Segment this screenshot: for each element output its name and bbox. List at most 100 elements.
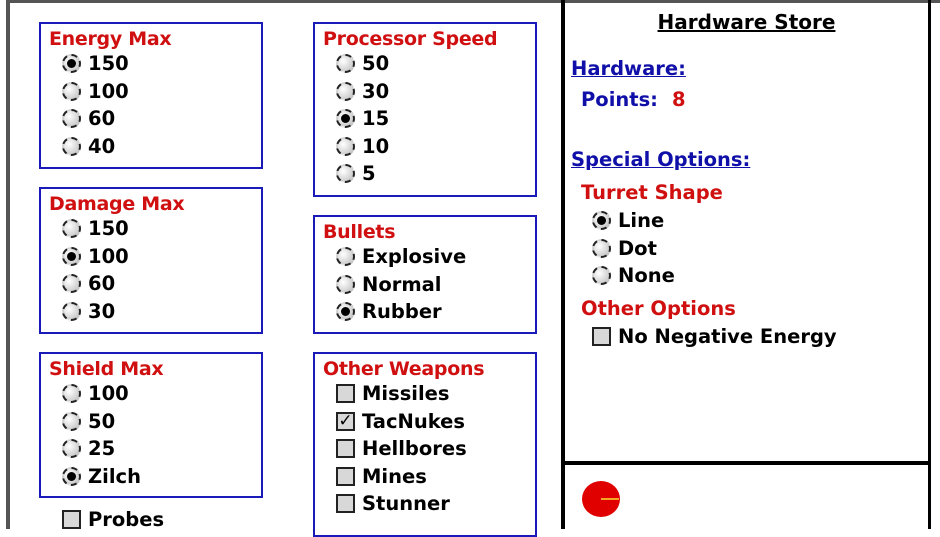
radio-icon[interactable]: [336, 247, 355, 267]
store-title: Hardware Store: [657, 10, 836, 34]
checkbox-option[interactable]: Mines: [323, 463, 535, 491]
option-label: Stunner: [362, 492, 450, 516]
special-options-heading: Special Options:: [571, 148, 751, 171]
radio-option[interactable]: Rubber: [323, 298, 535, 326]
radio-icon[interactable]: [336, 54, 355, 74]
checkbox-icon[interactable]: [336, 439, 355, 459]
option-label: 100: [88, 244, 129, 268]
checkbox-option[interactable]: No Negative Energy: [579, 323, 837, 351]
radio-option[interactable]: 150: [49, 215, 261, 243]
processor-speed-group: Processor Speed 50 30 15 10 5: [313, 22, 537, 197]
turret-shape-heading: Turret Shape: [581, 181, 723, 204]
radio-option[interactable]: 100: [49, 380, 261, 408]
radio-option[interactable]: 50: [323, 50, 535, 78]
option-label: 60: [88, 107, 116, 131]
radio-option[interactable]: 30: [323, 78, 535, 106]
option-label: 150: [88, 217, 129, 241]
group-title: Damage Max: [49, 193, 185, 215]
checkbox-option[interactable]: Missiles: [323, 380, 535, 408]
turret-line-icon: [601, 498, 619, 500]
points-display: Points: 8: [581, 88, 686, 111]
option-label: Hellbores: [362, 437, 467, 461]
option-label: 100: [88, 382, 129, 406]
group-title: Processor Speed: [323, 28, 498, 50]
option-label: 30: [88, 299, 116, 323]
option-label: 25: [88, 437, 116, 461]
option-label: Normal: [362, 272, 442, 296]
radio-selected-icon[interactable]: [62, 466, 81, 486]
radio-option[interactable]: 60: [49, 270, 261, 298]
option-label: No Negative Energy: [618, 325, 837, 349]
radio-option[interactable]: Normal: [323, 271, 535, 299]
radio-icon[interactable]: [336, 274, 355, 294]
checkbox-icon[interactable]: [336, 494, 355, 514]
panel-divider: [561, 0, 565, 529]
option-label: 150: [88, 52, 129, 76]
radio-option[interactable]: Dot: [579, 235, 657, 263]
radio-selected-icon[interactable]: [336, 109, 355, 129]
checkbox-icon[interactable]: [336, 384, 355, 404]
radio-option[interactable]: 25: [49, 435, 261, 463]
radio-selected-icon[interactable]: [336, 302, 355, 322]
radio-option[interactable]: 150: [49, 50, 261, 78]
radio-icon[interactable]: [62, 301, 81, 321]
radio-option[interactable]: 40: [49, 133, 261, 161]
radio-icon[interactable]: [62, 109, 81, 129]
radio-icon[interactable]: [62, 384, 81, 404]
radio-option[interactable]: 5: [323, 160, 535, 188]
checkbox-icon[interactable]: [62, 510, 81, 530]
radio-icon[interactable]: [62, 81, 81, 101]
option-label: Dot: [618, 236, 657, 260]
option-label: Line: [618, 209, 665, 233]
radio-icon[interactable]: [62, 219, 81, 239]
option-label: 60: [88, 272, 116, 296]
radio-icon[interactable]: [592, 266, 611, 286]
radio-icon[interactable]: [62, 274, 81, 294]
points-label: Points:: [581, 88, 658, 111]
option-label: 40: [88, 134, 116, 158]
checkbox-option[interactable]: ✓ TacNukes: [323, 408, 535, 436]
radio-option[interactable]: Zilch: [49, 463, 261, 491]
checkbox-checked-icon[interactable]: ✓: [336, 411, 355, 431]
option-label: 50: [362, 52, 390, 76]
probes-checkbox[interactable]: Probes: [49, 506, 164, 534]
window-frame-top: [6, 0, 940, 3]
radio-option[interactable]: 10: [323, 133, 535, 161]
checkbox-option[interactable]: Hellbores: [323, 435, 535, 463]
damage-max-group: Damage Max 150 100 60 30: [39, 187, 263, 334]
shield-max-group: Shield Max 100 50 25 Zilch: [39, 352, 263, 498]
panel-border-right: [928, 0, 931, 529]
checkbox-option[interactable]: Stunner: [323, 490, 535, 518]
radio-icon[interactable]: [336, 81, 355, 101]
radio-option[interactable]: Explosive: [323, 243, 535, 271]
checkbox-icon[interactable]: [336, 466, 355, 486]
checkbox-icon[interactable]: [592, 327, 611, 347]
option-label: Rubber: [362, 300, 442, 324]
radio-icon[interactable]: [62, 411, 81, 431]
option-label: Missiles: [362, 382, 450, 406]
option-label: 15: [362, 107, 390, 131]
group-title: Energy Max: [49, 28, 172, 50]
radio-icon[interactable]: [592, 238, 611, 258]
radio-option[interactable]: 100: [49, 78, 261, 106]
radio-icon[interactable]: [336, 164, 355, 184]
radio-option[interactable]: 30: [49, 298, 261, 326]
option-label: TacNukes: [362, 409, 465, 433]
radio-icon[interactable]: [62, 136, 81, 156]
option-label: Zilch: [88, 464, 141, 488]
radio-option[interactable]: 100: [49, 243, 261, 271]
radio-option[interactable]: 60: [49, 105, 261, 133]
points-value: 8: [671, 88, 686, 111]
radio-icon[interactable]: [336, 136, 355, 156]
option-label: 10: [362, 134, 390, 158]
group-title: Bullets: [323, 221, 396, 243]
radio-option[interactable]: Line: [579, 207, 664, 235]
radio-selected-icon[interactable]: [62, 246, 81, 266]
radio-selected-icon[interactable]: [592, 211, 611, 231]
radio-icon[interactable]: [62, 439, 81, 459]
radio-option[interactable]: 15: [323, 105, 535, 133]
radio-option[interactable]: None: [579, 262, 675, 290]
radio-selected-icon[interactable]: [62, 54, 81, 74]
option-label: 5: [362, 162, 376, 186]
radio-option[interactable]: 50: [49, 408, 261, 436]
